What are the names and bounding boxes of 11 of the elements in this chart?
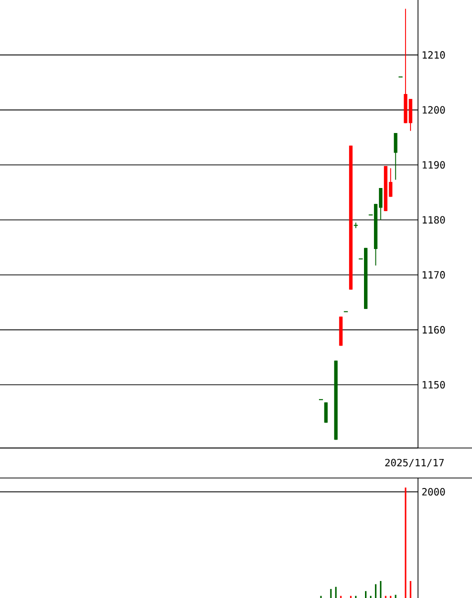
y-tick-label: 1190 <box>422 161 445 169</box>
y-tick-label: 1150 <box>422 381 445 389</box>
y-tick-label: 1180 <box>422 216 445 224</box>
y-tick-label: 1160 <box>422 326 445 334</box>
y-tick-label: 2000 <box>422 488 445 496</box>
y-tick-label: 1200 <box>422 106 445 114</box>
candlestick <box>394 132 398 180</box>
y-tick-label: 1170 <box>422 271 445 279</box>
candlestick <box>353 222 358 229</box>
text: 2025/11/17 <box>385 458 444 468</box>
y-tick-label: 1210 <box>422 51 445 59</box>
